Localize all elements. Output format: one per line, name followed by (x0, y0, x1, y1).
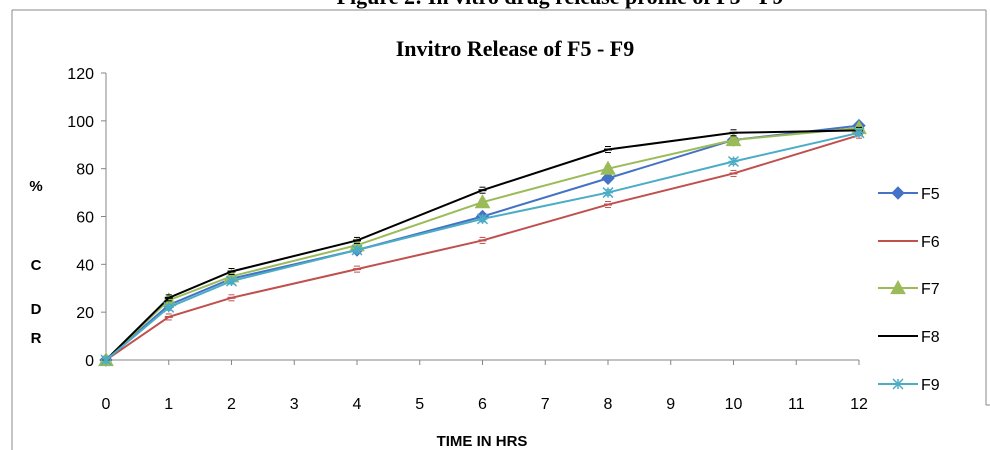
legend-label: F9 (921, 377, 940, 394)
star-stroke (602, 187, 614, 199)
y-tick-label: 0 (85, 353, 94, 370)
y-axis-title-letter: % (29, 178, 42, 195)
y-tick-label: 60 (76, 210, 94, 227)
series-f6 (102, 131, 863, 364)
series-line-f9 (105, 131, 860, 361)
legend: F5 F6 F7 F8 F9 (878, 186, 940, 394)
data-point (725, 131, 742, 147)
x-tick-label: 12 (850, 396, 868, 413)
y-tick-label: 80 (76, 162, 94, 179)
series-f5 (99, 118, 866, 367)
data-point (474, 194, 491, 209)
data-point (600, 160, 616, 175)
x-tick-label: 7 (541, 396, 550, 413)
series-layer (98, 118, 867, 367)
star-stroke (351, 244, 363, 256)
data-point (100, 354, 112, 366)
data-point (891, 186, 905, 200)
y-axis-title-letter: C (31, 257, 42, 274)
legend-item-f8: F8 (878, 329, 940, 346)
x-tick-label: 1 (164, 396, 173, 413)
x-tick-label: 9 (666, 396, 675, 413)
series-f8 (102, 126, 863, 364)
star-stroke (476, 213, 489, 225)
x-tick-label: 10 (725, 396, 743, 413)
cropped-figure-caption: Figure 2: In vitro drug release profile … (0, 0, 990, 10)
legend-label: F6 (921, 234, 940, 251)
legend-label: F5 (921, 186, 940, 203)
chart-title: Invitro Release of F5 - F9 (396, 36, 635, 61)
data-point (602, 187, 614, 199)
x-tick-label: 3 (290, 396, 299, 413)
star-stroke (225, 275, 238, 287)
y-axis-title-letter: D (31, 301, 42, 318)
y-tick-label: 40 (76, 257, 94, 274)
star-stroke (727, 155, 740, 168)
x-tick-label: 5 (415, 396, 424, 413)
data-point (225, 275, 238, 287)
x-tick-label: 8 (604, 396, 613, 413)
star-stroke (892, 378, 904, 390)
legend-label: F8 (921, 329, 940, 346)
data-point (892, 378, 904, 390)
legend-item-f9: F9 (878, 377, 940, 394)
series-line-f5 (105, 124, 860, 361)
data-point (163, 301, 175, 313)
data-point (890, 279, 906, 295)
series-line-f7 (105, 127, 860, 361)
series-line-f8 (105, 129, 860, 361)
x-tick-label: 11 (788, 396, 805, 413)
figure-caption-text: Figure 2: In vitro drug release profile … (210, 0, 910, 10)
data-point (351, 244, 363, 256)
y-tick-label: 120 (67, 66, 94, 83)
legend-label: F7 (921, 281, 940, 298)
x-tick-label: 4 (353, 396, 362, 413)
legend-item-f6: F6 (878, 234, 940, 251)
y-tick-label: 100 (67, 114, 94, 131)
x-tick-label: 2 (227, 396, 236, 413)
legend-item-f5: F5 (878, 186, 940, 203)
legend-item-f7: F7 (878, 279, 940, 298)
y-axis-title-letter: R (31, 330, 42, 347)
star-stroke (163, 301, 175, 313)
data-point (727, 155, 740, 168)
y-axis-title: % C DR (29, 178, 42, 347)
star-stroke (853, 127, 865, 139)
y-tick-label: 20 (76, 305, 94, 322)
series-line-f6 (105, 134, 860, 361)
x-axis-title: TIME IN HRS (437, 433, 528, 450)
x-tick-label: 0 (102, 396, 111, 413)
star-stroke (100, 354, 112, 366)
data-point (853, 127, 865, 139)
series-f9 (100, 127, 865, 366)
data-point (476, 213, 489, 225)
data-point (601, 171, 615, 185)
x-tick-label: 6 (478, 396, 487, 413)
